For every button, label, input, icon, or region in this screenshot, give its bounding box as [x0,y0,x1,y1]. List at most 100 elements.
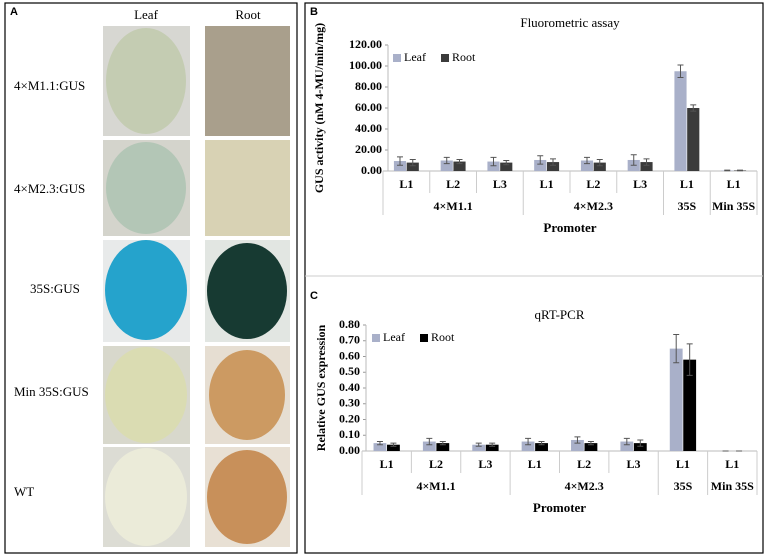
bar [521,441,535,451]
y-tick-label: 0.80 [339,317,360,331]
leaf [105,240,187,340]
y-tick-label: 20.00 [355,142,382,156]
error-bar [690,104,697,112]
x-tick-label: L1 [676,457,690,471]
bar [500,162,513,171]
bar [580,160,594,171]
root-photo [205,140,290,236]
x-tick-label: L1 [725,457,739,471]
x-tick-label: L1 [380,457,394,471]
leaf [106,142,186,234]
legend-label: Leaf [383,330,405,344]
y-tick-label: 0.00 [361,163,382,177]
error-bar [686,343,693,376]
bar [640,162,653,171]
error-bar [390,442,397,447]
bar [687,108,700,171]
error-bar [574,436,581,444]
bar [535,443,548,451]
bar [406,162,419,171]
legend-label: Root [431,330,455,344]
x-axis-label: Promoter [543,220,596,235]
error-bar [724,169,731,172]
bar [373,443,387,451]
error-bar [490,156,497,167]
x-tick-label: L2 [586,177,600,191]
error-bar [538,441,545,446]
x-tick-label: L1 [399,177,413,191]
bar [534,159,547,171]
y-tick-label: 0.40 [339,380,360,394]
y-tick-label: 0.30 [339,396,360,410]
bar [683,359,697,451]
error-bar [537,155,544,165]
group-label: 35S [678,199,697,213]
bar [669,348,683,451]
y-axis-label: GUS activity (nM 4-MU/min/mg) [312,23,326,193]
x-tick-label: L1 [528,457,542,471]
bar [472,444,486,451]
x-axis-label: Promoter [533,500,586,515]
y-tick-label: 60.00 [355,100,382,114]
panel-letter: B [310,6,318,18]
error-bar [503,160,510,166]
error-bar [456,158,463,165]
bar [593,162,606,171]
y-tick-label: 0.00 [339,443,360,457]
leaf [105,448,187,546]
panel-letter: C [310,290,318,302]
error-bar [596,158,603,167]
error-bar [630,154,637,166]
x-tick-label: L2 [429,457,443,471]
photos [103,26,290,547]
bar [387,444,400,451]
row-label: 4×M2.3:GUS [14,181,85,196]
error-bar [426,437,433,446]
row-label: Min 35S:GUS [14,384,89,399]
legend-swatch [420,334,428,342]
y-tick-label: 0.20 [339,411,360,425]
x-tick-label: L2 [446,177,460,191]
error-bar [376,441,383,446]
error-bar [550,158,557,166]
bar [422,441,436,451]
error-bar [637,439,644,447]
x-tick-label: L3 [627,457,641,471]
x-tick-label: L1 [727,177,741,191]
error-bar [525,437,532,446]
error-bar [677,64,684,79]
leaf [106,28,186,134]
root [209,350,285,440]
root-photo [205,26,290,136]
x-tick-label: L1 [540,177,554,191]
bar [571,439,584,451]
y-tick-label: 0.10 [339,427,360,441]
bar [485,444,499,451]
bar [393,161,407,171]
y-axis-label: Relative GUS expression [314,324,328,451]
x-tick-label: L3 [493,177,507,191]
bar [633,443,647,451]
leaf [105,347,187,443]
bar [546,162,560,171]
legend-swatch [441,54,449,62]
row-label: 35S:GUS [30,281,80,296]
error-bar [587,441,594,446]
chart-title: Fluorometric assay [520,15,620,30]
y-tick-label: 100.00 [349,58,382,72]
y-tick-label: 0.60 [339,348,360,362]
error-bar [439,441,446,446]
x-tick-label: L3 [633,177,647,191]
error-bar [489,442,496,447]
chart-title: qRT-PCR [534,307,584,322]
legend-label: Leaf [404,50,426,64]
y-tick-label: 0.50 [339,364,360,378]
group-label: Min 35S [711,479,754,493]
root [207,450,287,544]
row-label: WT [14,484,34,499]
y-tick-label: 0.70 [339,333,360,347]
column-label: Root [235,7,261,22]
error-bar [396,156,403,166]
error-bar [409,158,416,167]
group-label: 4×M2.3 [574,199,613,213]
